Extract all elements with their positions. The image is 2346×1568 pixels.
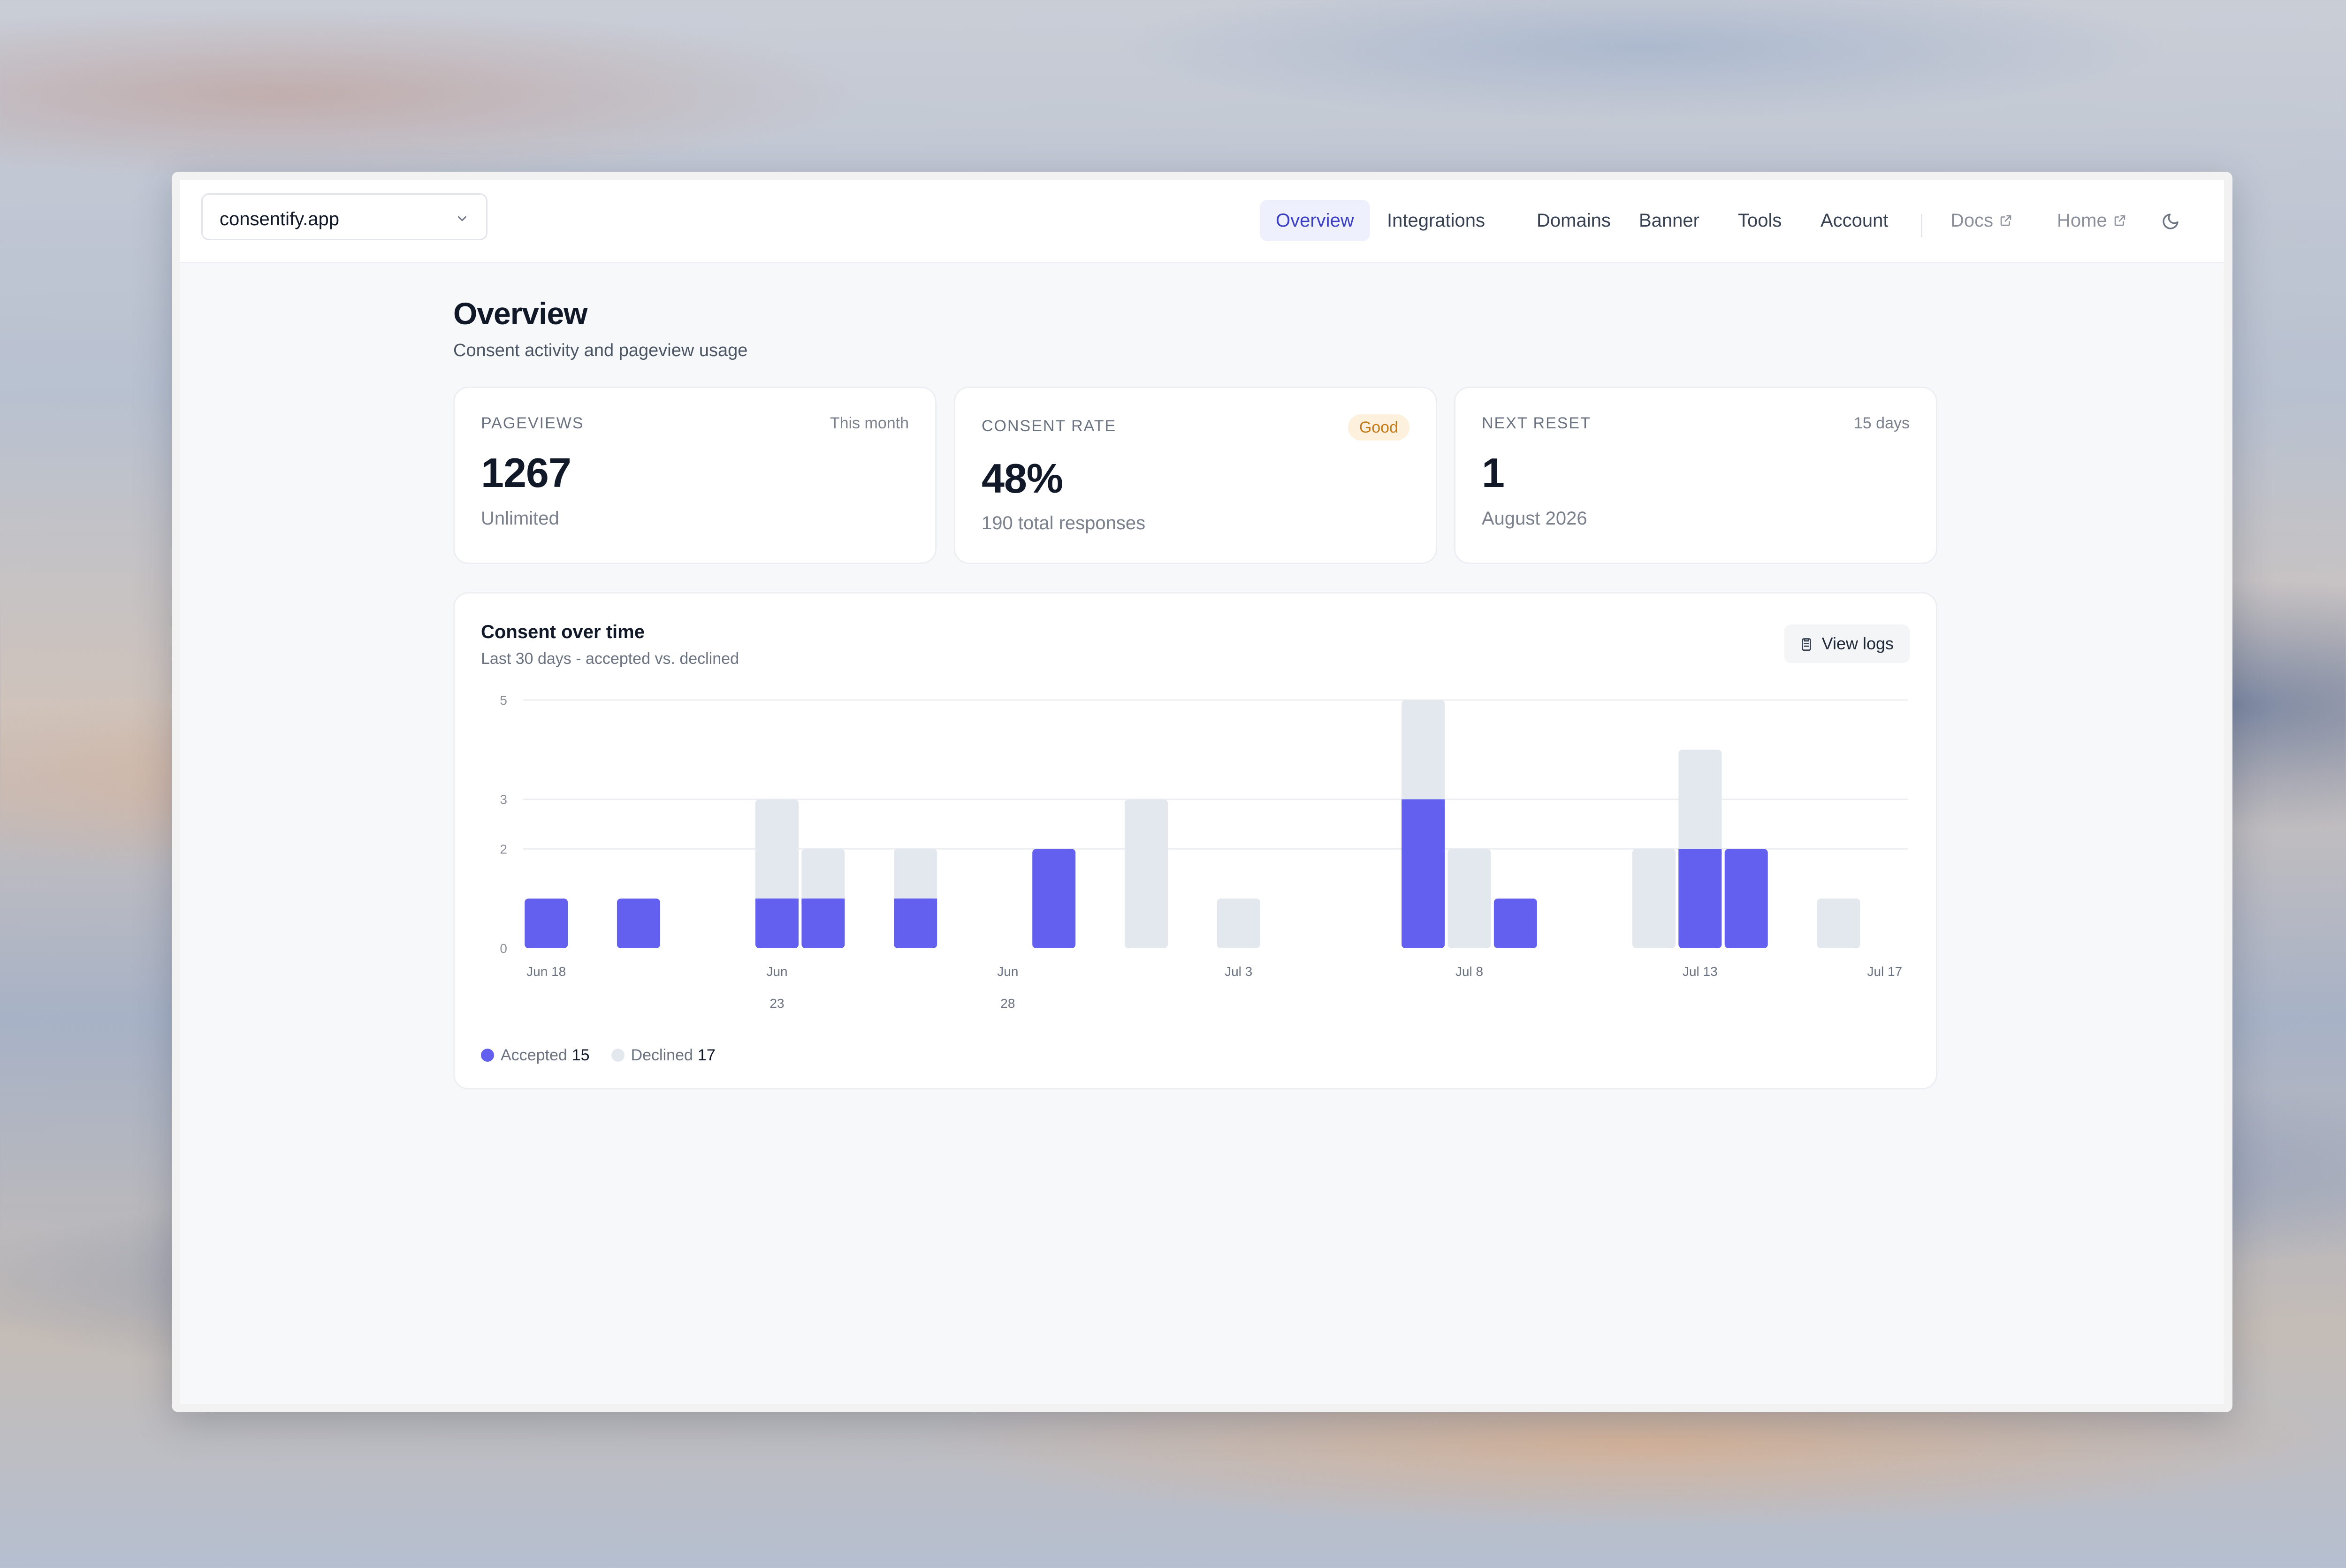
- next-reset-month: August 2026: [1482, 508, 1587, 529]
- chart-title: Consent over time: [481, 622, 645, 642]
- accepted-bar[interactable]: [801, 898, 845, 948]
- declined-bar[interactable]: [1817, 898, 1860, 948]
- top-bar: consentify.app Overview Integrations Dom…: [180, 180, 2224, 263]
- x-tick-label: 23: [769, 996, 784, 1011]
- declined-bar[interactable]: [801, 849, 845, 903]
- accepted-bar[interactable]: [755, 898, 799, 948]
- accepted-legend-dot: [481, 1049, 494, 1062]
- accepted-bar-cap: [894, 898, 937, 905]
- accepted-bar-cap: [1678, 849, 1722, 855]
- y-tick-label: 2: [500, 842, 507, 856]
- app-window: consentify.app Overview Integrations Dom…: [172, 172, 2232, 1412]
- home-link-label: Home: [2057, 210, 2107, 231]
- accepted-bar[interactable]: [1402, 799, 1445, 948]
- view-logs-button[interactable]: View logs: [1784, 624, 1910, 663]
- consent-rate-value: 48%: [982, 455, 1063, 502]
- docs-link[interactable]: Docs: [1950, 200, 2013, 241]
- declined-bar[interactable]: [755, 799, 799, 903]
- page-title: Overview: [453, 296, 588, 331]
- view-logs-label: View logs: [1821, 634, 1894, 653]
- accepted-bar[interactable]: [1724, 849, 1768, 948]
- docs-link-label: Docs: [1950, 210, 1994, 231]
- y-tick-label: 0: [500, 941, 507, 956]
- y-tick-label: 3: [500, 792, 507, 807]
- tab-tools[interactable]: Tools: [1738, 210, 1782, 231]
- pageviews-label: PAGEVIEWS: [481, 414, 584, 432]
- declined-bar[interactable]: [1632, 849, 1676, 948]
- y-tick-label: 5: [500, 693, 507, 708]
- tab-account[interactable]: Account: [1820, 210, 1889, 231]
- consent-chart-card: Consent over time Last 30 days - accepte…: [453, 592, 1937, 1089]
- consent-rate-label: CONSENT RATE: [982, 417, 1117, 435]
- next-reset-value: 1: [1482, 449, 1505, 496]
- accepted-bar[interactable]: [1678, 849, 1722, 948]
- clipboard-icon: [1801, 638, 1811, 651]
- pageviews-value: 1267: [481, 449, 571, 496]
- nav-divider: [1921, 214, 1922, 237]
- page-subtitle: Consent activity and pageview usage: [453, 341, 748, 360]
- declined-legend-label: Declined: [631, 1046, 693, 1064]
- home-link[interactable]: Home: [2057, 200, 2127, 241]
- next-reset-remaining: 15 days: [1853, 414, 1910, 432]
- tab-integrations[interactable]: Integrations: [1387, 210, 1485, 231]
- accepted-bar[interactable]: [525, 898, 568, 948]
- declined-bar[interactable]: [894, 849, 937, 903]
- external-link-icon: [2114, 215, 2125, 226]
- x-tick-label: Jul 8: [1455, 964, 1483, 979]
- accepted-bar[interactable]: [1493, 898, 1537, 948]
- accepted-total: 15: [571, 1046, 590, 1064]
- accepted-bar[interactable]: [617, 898, 660, 948]
- tab-banner[interactable]: Banner: [1639, 210, 1699, 231]
- accepted-bar[interactable]: [894, 898, 937, 948]
- declined-bar[interactable]: [1217, 898, 1260, 948]
- site-selector[interactable]: consentify.app: [201, 193, 487, 240]
- x-tick-label: Jul 17: [1867, 964, 1902, 979]
- consent-rate-card: CONSENT RATE Good 48% 190 total response…: [954, 387, 1437, 564]
- chart-subtitle: Last 30 days - accepted vs. declined: [481, 650, 739, 668]
- pageviews-period: This month: [830, 414, 909, 432]
- x-tick-label: Jun: [766, 964, 787, 979]
- x-tick-label: 28: [1000, 996, 1015, 1011]
- accepted-bar-cap: [801, 898, 845, 905]
- declined-bar[interactable]: [1402, 700, 1445, 803]
- declined-bar[interactable]: [1447, 849, 1491, 948]
- external-link-icon: [2000, 215, 2011, 226]
- site-selector-label: consentify.app: [220, 209, 339, 229]
- declined-total: 17: [697, 1046, 716, 1064]
- status-badge: Good: [1348, 414, 1409, 441]
- consent-total-responses: 190 total responses: [982, 513, 1146, 533]
- tab-overview[interactable]: Overview: [1260, 200, 1370, 241]
- x-tick-label: Jun 18: [526, 964, 566, 979]
- accepted-bar-cap: [1402, 799, 1445, 805]
- pageviews-card: PAGEVIEWS This month 1267 Unlimited: [453, 387, 937, 564]
- accepted-bar[interactable]: [1032, 849, 1076, 948]
- tab-domains[interactable]: Domains: [1537, 210, 1611, 231]
- pageviews-limit: Unlimited: [481, 508, 559, 529]
- x-tick-label: Jul 13: [1683, 964, 1718, 979]
- accepted-bar-cap: [755, 898, 799, 905]
- moon-icon[interactable]: [2161, 212, 2180, 231]
- declined-bar[interactable]: [1678, 749, 1722, 853]
- chevron-down-icon: [458, 216, 466, 221]
- declined-legend-dot: [611, 1049, 625, 1062]
- accepted-legend-label: Accepted: [501, 1046, 567, 1064]
- next-reset-card: NEXT RESET 15 days 1 August 2026: [1454, 387, 1937, 564]
- declined-bar[interactable]: [1124, 799, 1168, 948]
- x-tick-label: Jul 3: [1225, 964, 1252, 979]
- next-reset-label: NEXT RESET: [1482, 414, 1591, 432]
- chart-legend: Accepted 15 Declined 17: [481, 1046, 737, 1065]
- x-tick-label: Jun: [997, 964, 1018, 979]
